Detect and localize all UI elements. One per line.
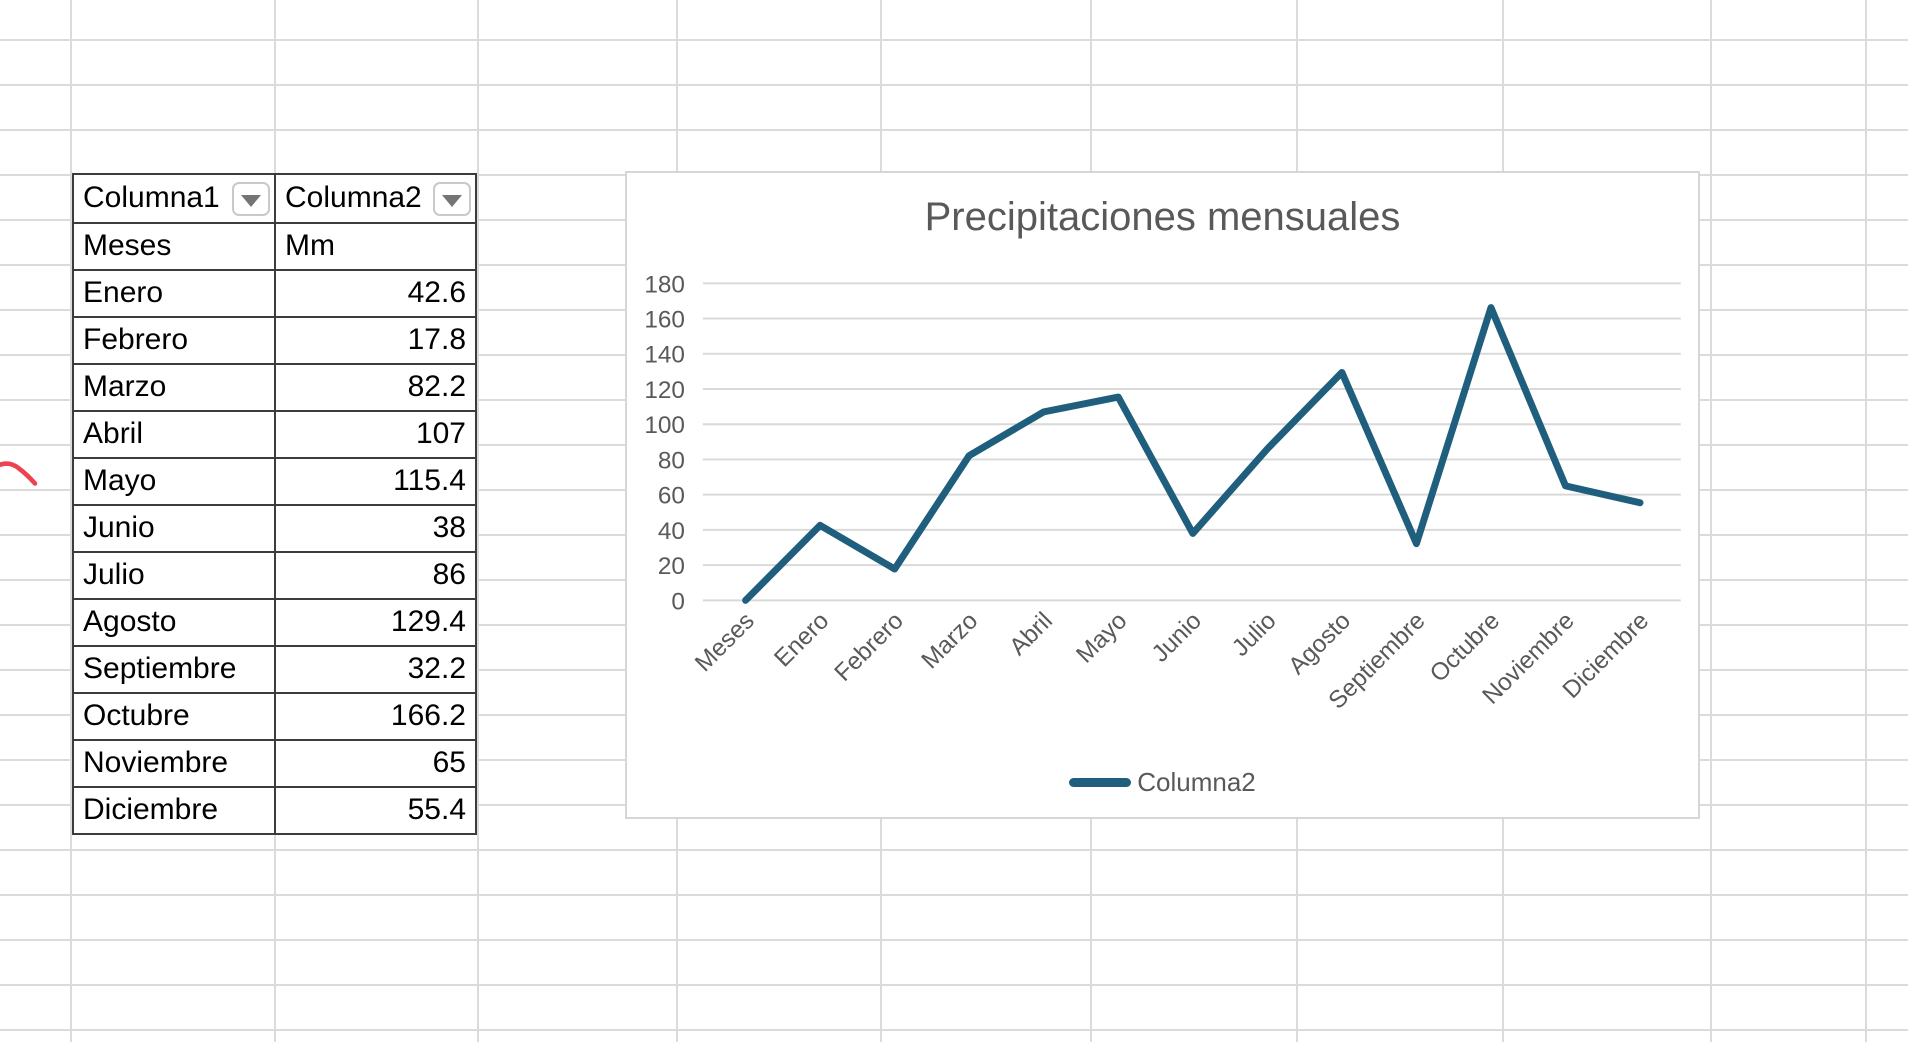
x-tick-label: Julio	[1227, 607, 1281, 661]
sheet-gridline-row	[0, 984, 1908, 986]
table-row: Agosto 129.4	[74, 600, 475, 647]
x-tick-label: Mayo	[1071, 607, 1132, 668]
table-cell-month[interactable]: Enero	[74, 271, 276, 316]
subheader-mm: Mm	[276, 224, 475, 269]
table-cell-value[interactable]: 55.4	[276, 788, 475, 833]
table-cell-month[interactable]: Septiembre	[74, 647, 276, 692]
sheet-gridline-row	[0, 39, 1908, 41]
dropdown-arrow-icon	[241, 194, 261, 207]
y-tick-label: 180	[644, 271, 685, 298]
y-tick-label: 140	[644, 342, 685, 369]
table-header-label-1: Columna1	[83, 181, 220, 214]
sheet-gridline-column	[70, 0, 72, 1042]
y-tick-label: 40	[658, 518, 685, 545]
table-cell-month[interactable]: Diciembre	[74, 788, 276, 833]
table-cell-month[interactable]: Mayo	[74, 459, 276, 504]
table-subheader-row: Meses Mm	[74, 224, 475, 271]
x-tick-label: Agosto	[1283, 607, 1356, 680]
data-table: Columna1 Columna2 Meses Mm Enero 42.6 Febr…	[72, 173, 477, 835]
table-row: Abril 107	[74, 412, 475, 459]
chart-plot: 0 20 40 60 80 100 120 140 160 180 Meses EneroFebrer…	[644, 271, 1681, 714]
series-line-columna2	[742, 304, 1644, 604]
table-row: Julio 86	[74, 553, 475, 600]
table-header-label-2: Columna2	[285, 181, 422, 214]
table-cell-value[interactable]: 86	[276, 553, 475, 598]
table-cell-month[interactable]: Octubre	[74, 694, 276, 739]
sheet-gridline-column	[1865, 0, 1867, 1042]
x-tick-label: Febrero	[830, 607, 909, 686]
legend-line-marker	[1069, 777, 1132, 787]
chart-legend: Columna2	[627, 765, 1698, 799]
sheet-gridline-row	[0, 1029, 1908, 1031]
table-cell-value[interactable]: 17.8	[276, 318, 475, 363]
table-header-columna1: Columna1	[74, 175, 276, 222]
table-cell-month[interactable]: Junio	[74, 506, 276, 551]
x-tick-label: Meses	[690, 607, 760, 677]
table-body: Enero 42.6 Febrero 17.8 Marzo 82.2 Abril 107 May…	[74, 271, 475, 833]
table-cell-month[interactable]: Julio	[74, 553, 276, 598]
x-tick-label: Junio	[1147, 607, 1207, 667]
x-tick-label: Marzo	[916, 607, 983, 674]
chart-title: Precipitaciones mensuales	[924, 195, 1401, 239]
table-cell-value[interactable]: 82.2	[276, 365, 475, 410]
y-tick-label: 100	[644, 412, 685, 439]
y-tick-label: 20	[658, 553, 685, 580]
sheet-gridline-row	[0, 939, 1908, 941]
table-cell-value[interactable]: 65	[276, 741, 475, 786]
table-cell-value[interactable]: 42.6	[276, 271, 475, 316]
table-cell-month[interactable]: Abril	[74, 412, 276, 457]
table-cell-value[interactable]: 129.4	[276, 600, 475, 645]
table-header-row: Columna1 Columna2	[74, 175, 475, 224]
table-cell-month[interactable]: Febrero	[74, 318, 276, 363]
sheet-gridline-column	[1710, 0, 1712, 1042]
table-header-columna2: Columna2	[276, 175, 475, 222]
table-row: Diciembre 55.4	[74, 788, 475, 833]
table-cell-value[interactable]: 115.4	[276, 459, 475, 504]
table-cell-month[interactable]: Marzo	[74, 365, 276, 410]
y-tick-label: 120	[644, 377, 685, 404]
sheet-gridline-row	[0, 849, 1908, 851]
table-row: Enero 42.6	[74, 271, 475, 318]
table-cell-month[interactable]: Noviembre	[74, 741, 276, 786]
table-cell-value[interactable]: 32.2	[276, 647, 475, 692]
table-cell-value[interactable]: 38	[276, 506, 475, 551]
sheet-gridline-column	[477, 0, 479, 1042]
red-ink-annotation	[0, 461, 38, 486]
table-row: Noviembre 65	[74, 741, 475, 788]
table-cell-value[interactable]: 166.2	[276, 694, 475, 739]
chart-precipitaciones[interactable]: Precipitaciones mensuales 0 20 40 60 80 100 12…	[625, 171, 1700, 819]
sheet-gridline-row	[0, 129, 1908, 131]
x-tick-label: Enero	[769, 607, 834, 672]
columna1-filter-button[interactable]	[232, 182, 270, 216]
sheet-gridline-row	[0, 894, 1908, 896]
y-tick-label: 0	[671, 588, 685, 615]
table-cell-month[interactable]: Agosto	[74, 600, 276, 645]
table-row: Septiembre 32.2	[74, 647, 475, 694]
dropdown-arrow-icon	[442, 194, 462, 207]
y-tick-label: 160	[644, 306, 685, 333]
y-tick-label: 60	[658, 483, 685, 510]
legend-series-label: Columna2	[1137, 766, 1256, 797]
table-cell-value[interactable]: 107	[276, 412, 475, 457]
sheet-gridline-row	[0, 84, 1908, 86]
subheader-meses: Meses	[74, 224, 276, 269]
table-row: Febrero 17.8	[74, 318, 475, 365]
table-row: Junio 38	[74, 506, 475, 553]
table-row: Octubre 166.2	[74, 694, 475, 741]
table-row: Mayo 115.4	[74, 459, 475, 506]
x-tick-label: Abril	[1004, 607, 1058, 661]
y-tick-label: 80	[658, 447, 685, 474]
table-row: Marzo 82.2	[74, 365, 475, 412]
columna2-filter-button[interactable]	[433, 182, 471, 216]
